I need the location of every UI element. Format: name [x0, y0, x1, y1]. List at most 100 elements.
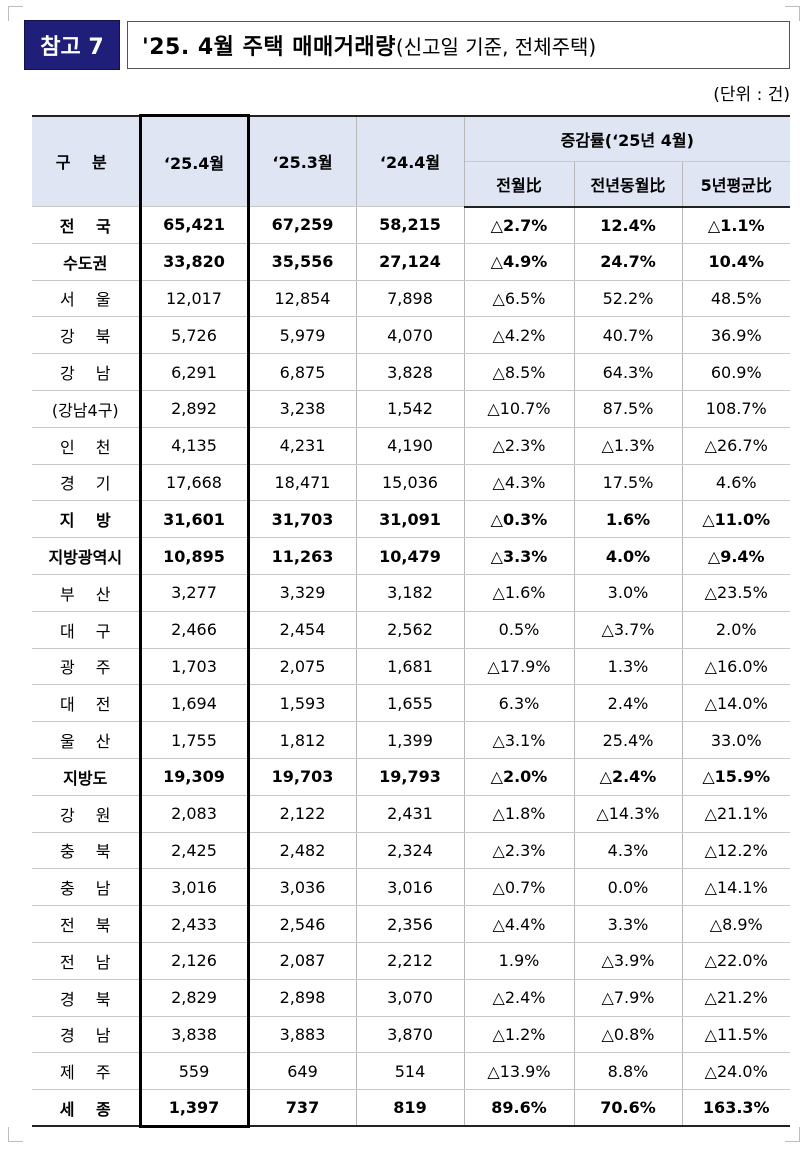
cell-avg5y: △12.2%	[681, 832, 790, 870]
cell-avg5y: 10.4%	[681, 243, 790, 281]
cell-apr-2025: 4,135	[138, 427, 250, 465]
table-row: 광 주 1,703 2,075 1,681 △17.9% 1.3% △16.0%	[32, 648, 790, 686]
cell-apr-2025: 2,425	[138, 832, 250, 870]
cell-apr-2024: 31,091	[355, 500, 465, 539]
cell-mom: △4.3%	[463, 464, 575, 502]
cell-avg5y: △24.0%	[681, 1052, 790, 1091]
cell-avg5y: △14.0%	[681, 684, 790, 723]
cell-apr-2024: 7,898	[355, 280, 465, 318]
row-label: 경 남	[32, 1016, 141, 1054]
cell-apr-2024: 19,793	[355, 758, 465, 796]
cell-mom: △2.3%	[463, 832, 575, 870]
cell-avg5y: △21.2%	[681, 979, 790, 1017]
cell-apr-2025: 33,820	[138, 243, 250, 281]
cell-apr-2025: 1,694	[138, 684, 250, 723]
cell-avg5y: 60.9%	[681, 353, 790, 391]
cell-mom: △10.7%	[463, 390, 575, 428]
cell-mar-2025: 2,482	[247, 832, 357, 870]
row-label: 강 원	[32, 795, 141, 833]
row-label: 광 주	[32, 648, 141, 686]
cell-apr-2025: 2,433	[138, 905, 250, 943]
cell-mar-2025: 2,075	[247, 648, 357, 686]
row-label: 전 북	[32, 905, 141, 943]
table-row: 부 산 3,277 3,329 3,182 △1.6% 3.0% △23.5%	[32, 574, 790, 612]
page-corner-mark	[785, 1127, 800, 1142]
row-label: 강 북	[32, 316, 141, 355]
cell-apr-2025: 2,083	[138, 795, 250, 833]
cell-yoy: 64.3%	[573, 353, 683, 391]
row-label: 지방도	[32, 758, 141, 796]
cell-apr-2024: 1,681	[355, 648, 465, 686]
cell-yoy: 1.6%	[573, 500, 683, 539]
row-label: 부 산	[32, 574, 141, 612]
cell-mar-2025: 3,329	[247, 574, 357, 612]
row-label: 대 전	[32, 684, 141, 723]
table-row: 지방도 19,309 19,703 19,793 △2.0% △2.4% △15.9%	[32, 758, 790, 796]
cell-mar-2025: 67,259	[247, 206, 357, 244]
row-label: 경 북	[32, 979, 141, 1017]
cell-mom: △8.5%	[463, 353, 575, 391]
cell-mar-2025: 18,471	[247, 464, 357, 502]
cell-apr-2024: 2,212	[355, 942, 465, 980]
cell-mom: △3.3%	[463, 537, 575, 575]
cell-mom: △13.9%	[463, 1052, 575, 1091]
cell-apr-2025: 12,017	[138, 280, 250, 318]
row-label: 세 종	[32, 1089, 141, 1128]
cell-mom: △2.3%	[463, 427, 575, 465]
cell-mar-2025: 1,812	[247, 721, 357, 759]
cell-mom: △0.7%	[463, 868, 575, 907]
cell-apr-2024: 2,324	[355, 832, 465, 870]
cell-yoy: △1.3%	[573, 427, 683, 465]
cell-avg5y: 36.9%	[681, 316, 790, 355]
cell-apr-2025: 1,397	[138, 1089, 250, 1128]
row-label: 강 남	[32, 353, 141, 391]
table-row: 인 천 4,135 4,231 4,190 △2.3% △1.3% △26.7%	[32, 427, 790, 465]
table-row: (강남4구) 2,892 3,238 1,542 △10.7% 87.5% 108.7%	[32, 390, 790, 428]
cell-mar-2025: 649	[247, 1052, 357, 1091]
cell-mar-2025: 11,263	[247, 537, 357, 575]
cell-mar-2025: 2,454	[247, 611, 357, 649]
table-row: 충 남 3,016 3,036 3,016 △0.7% 0.0% △14.1%	[32, 868, 790, 907]
cell-apr-2024: 3,828	[355, 353, 465, 391]
header-apr-2024: ‘24.4월	[355, 114, 465, 207]
cell-yoy: △14.3%	[573, 795, 683, 833]
header-change-group: 증감률(‘25년 4월)	[463, 114, 790, 162]
table-row: 경 북 2,829 2,898 3,070 △2.4% △7.9% △21.2%	[32, 979, 790, 1017]
cell-yoy: 12.4%	[573, 206, 683, 244]
row-label: 제 주	[32, 1052, 141, 1091]
cell-apr-2025: 19,309	[138, 758, 250, 796]
cell-yoy: 52.2%	[573, 280, 683, 318]
cell-mar-2025: 3,238	[247, 390, 357, 428]
table-row: 울 산 1,755 1,812 1,399 △3.1% 25.4% 33.0%	[32, 721, 790, 759]
cell-avg5y: 2.0%	[681, 611, 790, 649]
row-label: 수도권	[32, 243, 141, 281]
table-row: 대 전 1,694 1,593 1,655 6.3% 2.4% △14.0%	[32, 684, 790, 723]
cell-mar-2025: 5,979	[247, 316, 357, 355]
cell-apr-2024: 819	[355, 1089, 465, 1128]
table-row: 전 남 2,126 2,087 2,212 1.9% △3.9% △22.0%	[32, 942, 790, 980]
cell-avg5y: △21.1%	[681, 795, 790, 833]
cell-mom: △1.8%	[463, 795, 575, 833]
row-label: 울 산	[32, 721, 141, 759]
cell-mar-2025: 3,883	[247, 1016, 357, 1054]
page-corner-mark	[8, 6, 23, 21]
table-row: 서 울 12,017 12,854 7,898 △6.5% 52.2% 48.5%	[32, 280, 790, 318]
table-row: 지 방 31,601 31,703 31,091 △0.3% 1.6% △11.0%	[32, 500, 790, 539]
cell-mom: 0.5%	[463, 611, 575, 649]
cell-mom: △4.2%	[463, 316, 575, 355]
page-corner-mark	[8, 1127, 23, 1142]
cell-mar-2025: 2,546	[247, 905, 357, 943]
cell-mom: △17.9%	[463, 648, 575, 686]
cell-yoy: 8.8%	[573, 1052, 683, 1091]
title-sub: (신고일 기준, 전체주택)	[395, 34, 597, 59]
cell-mom: △2.7%	[463, 206, 575, 244]
cell-avg5y: 108.7%	[681, 390, 790, 428]
cell-apr-2025: 3,277	[138, 574, 250, 612]
cell-yoy: 3.3%	[573, 905, 683, 943]
header-mar-2025: ‘25.3월	[247, 114, 357, 207]
row-label: (강남4구)	[32, 390, 141, 428]
cell-mom: △4.9%	[463, 243, 575, 281]
cell-mar-2025: 2,898	[247, 979, 357, 1017]
cell-apr-2025: 1,755	[138, 721, 250, 759]
table-row: 경 남 3,838 3,883 3,870 △1.2% △0.8% △11.5%	[32, 1016, 790, 1054]
